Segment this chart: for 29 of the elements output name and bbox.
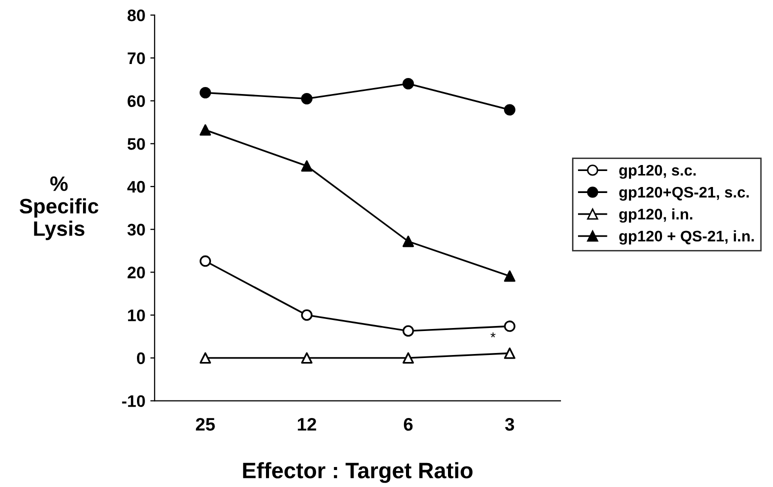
legend-label: gp120, s.c. (619, 164, 696, 179)
x-axis-title: Effector : Target Ratio (243, 462, 473, 483)
point (504, 270, 516, 282)
y-tick-label: 80 (128, 10, 145, 22)
y-tick-label: 60 (128, 95, 145, 108)
y-axis-title: % Specific Lysis (20, 176, 98, 240)
point (402, 352, 414, 364)
legend-label: gp120, i.n. (619, 208, 692, 223)
legend-label: gp120 + QS-21, i.n. (619, 230, 754, 245)
y-tick-label: 0 (136, 352, 145, 364)
y-tick-label: 20 (128, 266, 145, 278)
x-tick-label: 25 (196, 418, 215, 431)
point (200, 124, 212, 136)
y-tick-label: 10 (128, 309, 145, 322)
y-tick-label: 40 (127, 180, 145, 193)
y-tick-label: 30 (127, 224, 145, 236)
x-tick-label: 3 (505, 418, 514, 431)
annotation: * (490, 332, 496, 338)
y-tick-label: 50 (128, 138, 145, 150)
y-tick-label: 70 (128, 52, 145, 64)
y-tick-label: -10 (122, 395, 145, 408)
x-tick-label: 12 (298, 418, 316, 431)
point (504, 348, 516, 359)
point (301, 352, 312, 364)
point (200, 352, 212, 364)
legend-label: gp120+QS-21, s.c. (619, 186, 749, 201)
x-tick-label: 6 (404, 418, 413, 431)
point (402, 236, 414, 248)
point (301, 160, 312, 172)
